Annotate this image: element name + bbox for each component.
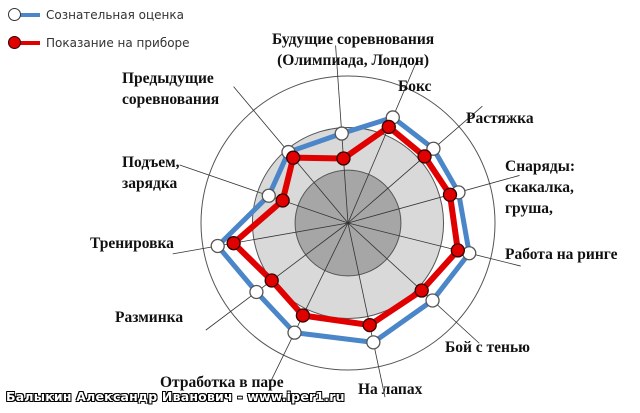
series-2-point-10 <box>226 236 241 251</box>
series-2-point-5 <box>450 243 465 258</box>
spoke-7 <box>347 222 386 398</box>
spoke-2 <box>347 58 418 224</box>
series-2-point-2 <box>381 119 396 135</box>
axis-label-apparatus: Снаряды: скакалка, груша, <box>505 156 575 219</box>
label-line: Предыдущие <box>122 70 214 87</box>
series-1-point-1 <box>334 126 349 141</box>
series-1-point-3 <box>426 141 441 156</box>
label-line: груша, <box>505 200 553 217</box>
series-1-point-9 <box>249 284 264 300</box>
series-1-point-11 <box>261 188 276 203</box>
series-1-point-8 <box>287 325 302 340</box>
label-line: Подъем, <box>122 154 180 171</box>
axis-label-future-competitions: Будущие соревнования (Олимпиада, Лондон) <box>272 29 434 71</box>
legend-label: Сознательная оценка <box>46 8 184 22</box>
axis-label-warmup: Разминка <box>115 309 184 326</box>
spoke-10 <box>172 222 349 255</box>
white-circle-marker-icon <box>8 8 40 22</box>
label-line: Снаряды: <box>505 158 575 175</box>
axis-label-stretching: Растяжка <box>466 110 534 127</box>
axis-label-ring-work: Работа на ринге <box>505 246 618 263</box>
spoke-8 <box>269 222 349 384</box>
axis-label-pads: На лапах <box>358 381 423 398</box>
spoke-3 <box>347 105 483 224</box>
legend-label: Показание на приборе <box>46 36 190 50</box>
spoke-5 <box>347 222 521 267</box>
watermark: Балыкин Александр Иванович - www.iper1.r… <box>6 389 345 404</box>
spoke-6 <box>347 222 480 344</box>
legend-item-device: Показание на приборе <box>8 36 190 50</box>
legend-item-conscious: Сознательная оценка <box>8 8 184 22</box>
outer-ring <box>200 75 496 371</box>
axis-label-training: Тренировка <box>90 235 174 252</box>
axis-label-wakeup: Подъем, зарядка <box>122 152 180 194</box>
series-1-point-10 <box>210 238 225 254</box>
series-2-point-8 <box>295 308 311 323</box>
label-line: зарядка <box>122 175 178 192</box>
axis-label-shadow-boxing: Бой с тенью <box>445 339 531 356</box>
series-2-point-1 <box>336 151 351 166</box>
axis-label-previous-competitions: Предыдущие соревнования <box>122 68 219 110</box>
series-1-point-6 <box>425 293 440 308</box>
red-circle-marker-icon <box>8 36 40 50</box>
axis-label-boxing: Бокс <box>398 78 432 95</box>
series-2-point-6 <box>414 283 429 298</box>
spoke-4 <box>347 175 520 224</box>
series-2-point-9 <box>264 273 279 288</box>
series-2-point-11 <box>275 193 290 208</box>
label-line: (Олимпиада, Лондон) <box>277 52 430 69</box>
series-2-point-4 <box>442 187 458 202</box>
label-line: Будущие соревнования <box>272 31 435 48</box>
series-2-point-7 <box>362 317 377 333</box>
series-2-point-12 <box>286 150 301 165</box>
axis-label-pair-drills: Отработка в паре <box>160 374 284 391</box>
label-line: скакалка, <box>505 179 574 196</box>
label-line: соревнования <box>122 91 220 108</box>
series-2-point-3 <box>417 149 432 164</box>
series-1-point-7 <box>366 335 381 350</box>
